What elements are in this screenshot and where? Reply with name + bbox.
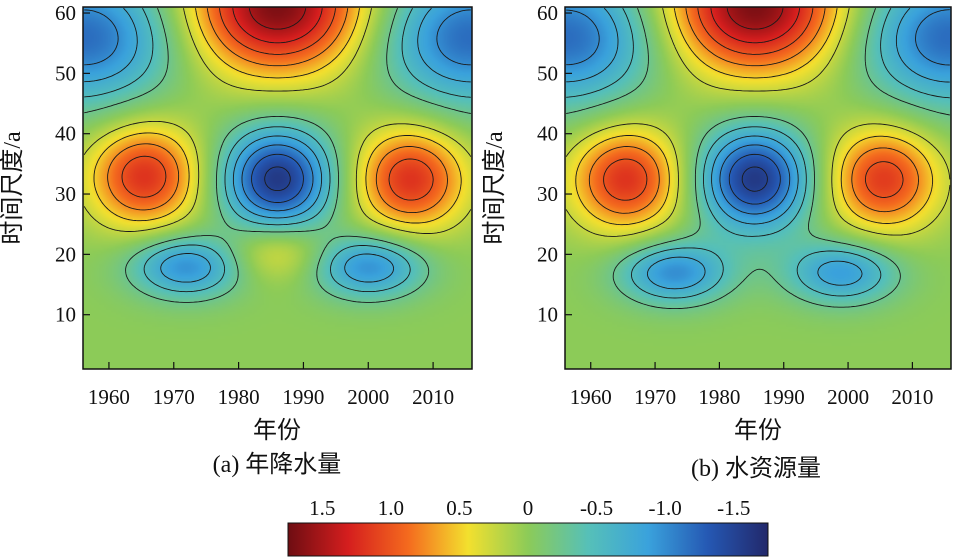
y-tick-label: 30 [537,182,558,206]
contour-line-a [84,9,471,212]
colorbar-tick-label: 0.5 [446,496,472,520]
contour-line-b [710,8,801,44]
y-axis-label-b: 时间尺度/a [481,131,508,245]
x-axis-label-b: 年份 [734,417,782,444]
contour-line-a [84,8,471,303]
x-axis-label-a: 年份 [253,417,301,444]
x-axis-a: 1960 1970 1980 1990 2000 2010 [88,362,454,409]
caption-b: (b) 水资源量 [691,455,821,482]
contour-line-b [603,8,904,201]
y-tick-label: 20 [55,242,76,266]
contour-line-b [566,7,950,290]
colorbar-tick-label: 0 [523,496,534,520]
contour-lines-b [565,7,951,310]
x-tick-label: 1970 [153,385,195,409]
x-axis-b: 1960 1970 1980 1990 2000 2010 [570,362,933,409]
contour-line-b [575,8,934,226]
plot-frame-a [82,6,473,370]
contour-line-a [84,7,471,283]
contour-line-b [726,8,784,30]
y-tick-label: 30 [55,182,76,206]
contour-line-a [264,166,291,192]
y-tick-label: 20 [537,242,558,266]
contour-line-a [107,8,448,214]
colorbar-tick-label: -0.5 [580,496,613,520]
contour-line-a [121,8,434,201]
contour-line-b [728,153,781,205]
contour-line-b [566,8,950,310]
colorbar-tick-label: -1.5 [717,496,750,520]
contour-line-b [565,8,951,237]
y-tick-label: 10 [55,303,76,327]
colorbar-ticks: 1.5 1.0 0.5 0 -0.5 -1.0 -1.5 [309,496,750,520]
x-tick-label: 1960 [570,385,612,409]
caption-a: (a) 年降水量 [213,451,342,478]
x-tick-label: 1980 [218,385,260,409]
y-axis-label-a: 时间尺度/a [0,131,26,245]
x-tick-label: 1980 [698,385,740,409]
panel-a: 10 20 30 40 50 60 1960 1970 1980 1990 2000 2010 年份… [0,1,473,478]
contour-line-b [741,166,768,192]
contour-line-a [248,8,307,30]
contour-line-a [93,8,462,224]
x-tick-label: 1990 [763,385,805,409]
x-tick-label: 1970 [634,385,676,409]
colorbar-tick-label: 1.5 [309,496,335,520]
x-tick-label: 2000 [347,385,389,409]
contour-line-a [83,8,472,234]
y-tick-label: 60 [55,1,76,25]
panel-b: 10 20 30 40 50 60 1960 1970 1980 1990 2000 2010 年份… [481,1,952,482]
plot-frame-b [564,6,952,370]
colorbar-tick-label: 1.0 [378,496,404,520]
y-tick-label: 50 [537,61,558,85]
colorbar-tick-label: -1.0 [649,496,682,520]
x-tick-label: 2000 [827,385,869,409]
y-axis-b: 10 20 30 40 50 60 [537,1,572,327]
contour-line-b [566,9,950,215]
contour-line-a [84,7,471,293]
x-tick-label: 2010 [891,385,933,409]
contour-line-b [588,8,919,214]
heatmap-a-image [83,7,472,369]
y-tick-label: 40 [55,122,76,146]
heatmap-b-image [565,7,951,369]
y-tick-label: 50 [55,61,76,85]
contour-line-b [566,7,950,299]
x-tick-label: 1960 [88,385,130,409]
contour-line-a [232,8,323,44]
y-tick-label: 40 [537,122,558,146]
x-tick-label: 2010 [412,385,454,409]
x-tick-label: 1990 [282,385,324,409]
contour-line-a [251,153,304,203]
contour-lines-a [83,7,472,303]
y-axis-a: 10 20 30 40 50 60 [55,1,90,327]
y-tick-label: 60 [537,1,558,25]
y-tick-label: 10 [537,303,558,327]
colorbar: 1.5 1.0 0.5 0 -0.5 -1.0 -1.5 [287,496,769,557]
colorbar-gradient [287,522,769,557]
